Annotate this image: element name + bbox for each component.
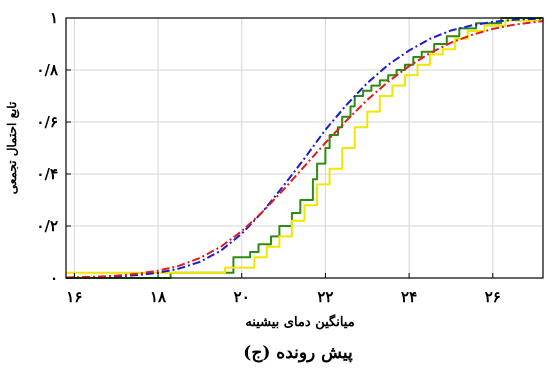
y-tick-label-2: ۰/۴ bbox=[36, 165, 58, 183]
series-lines bbox=[65, 17, 544, 279]
y-tick-label-5: ۱ bbox=[50, 9, 58, 27]
y-tick-label-4: ۰/۸ bbox=[36, 61, 59, 79]
figure-caption: (ج) پیش رونده bbox=[243, 343, 353, 363]
x-tick-label-0: ۱۶ bbox=[66, 288, 82, 306]
x-tick-label-1: ۱۸ bbox=[150, 288, 167, 306]
x-tick-label-3: ۲۲ bbox=[317, 288, 333, 306]
axes-frame bbox=[65, 17, 544, 279]
x-axis-label: میانگین دمای بیشینه bbox=[245, 313, 354, 330]
x-tick-label-5: ۲۶ bbox=[485, 288, 501, 306]
y-tick-label-0: ۰ bbox=[50, 269, 58, 287]
axes bbox=[65, 17, 544, 279]
plot-area bbox=[66, 18, 543, 278]
y-tick-label-1: ۰/۲ bbox=[36, 217, 58, 235]
x-tick-label-4: ۲۴ bbox=[401, 288, 417, 306]
y-axis-label: تابع احتمال تجمعی bbox=[5, 101, 20, 194]
series-line-2 bbox=[65, 17, 544, 279]
plot-background bbox=[66, 18, 543, 278]
y-tick-label-3: ۰/۶ bbox=[36, 113, 58, 131]
x-tick-label-2: ۲۰ bbox=[234, 288, 250, 306]
tick-labels: ۱۶ ۱۸ ۲۰ ۲۲ ۲۴ ۲۶ ۰ ۰/۲ ۰/۴ ۰/۶ ۰/۸ ۱ bbox=[36, 9, 500, 306]
series-line-3 bbox=[65, 20, 544, 279]
